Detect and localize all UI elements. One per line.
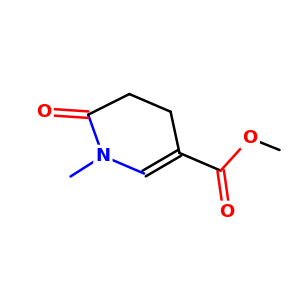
Text: O: O — [36, 103, 52, 121]
Text: O: O — [242, 129, 258, 147]
Text: N: N — [95, 147, 110, 165]
Text: O: O — [219, 203, 234, 221]
